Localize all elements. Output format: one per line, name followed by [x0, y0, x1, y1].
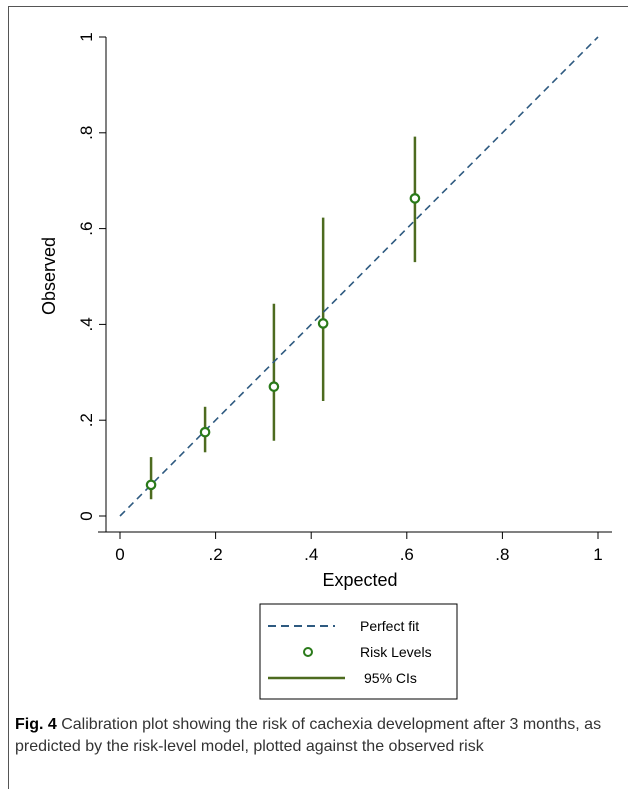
- plot-axes: 0 .2 .4 .6 .8 1 0 .2 .4 .6 .8 1: [77, 32, 612, 564]
- risk-level-point: [145, 479, 157, 491]
- x-tick-label: 0: [115, 545, 124, 564]
- x-tick-label: .8: [495, 545, 509, 564]
- figure-caption: Fig. 4 Calibration plot showing the risk…: [15, 714, 615, 758]
- x-tick-label: 1: [593, 545, 602, 564]
- y-tick-label: 1: [77, 32, 96, 41]
- y-tick-label: .6: [77, 222, 96, 236]
- perfect-fit-line: [119, 36, 599, 517]
- x-axis-title: Expected: [322, 570, 397, 590]
- y-tick-label: .2: [77, 413, 96, 427]
- x-tick-label: .2: [209, 545, 223, 564]
- figure-caption-text: Calibration plot showing the risk of cac…: [15, 716, 602, 755]
- risk-level-point: [409, 193, 421, 204]
- legend: Perfect fit Risk Levels 95% CIs: [259, 603, 458, 700]
- y-tick-label: .8: [77, 126, 96, 140]
- legend-swatch-risk-levels: [303, 647, 313, 657]
- legend-label-risk-levels: Risk Levels: [360, 644, 432, 660]
- legend-label-perfect-fit: Perfect fit: [360, 618, 419, 634]
- risk-level-point: [317, 318, 329, 329]
- x-tick-label: .6: [400, 545, 414, 564]
- figure-label: Fig. 4: [15, 716, 57, 733]
- x-tick-label: .4: [304, 545, 318, 564]
- calibration-chart: 0 .2 .4 .6 .8 1 0 .2 .4 .6 .8 1 Expected Observed P…: [39, 32, 612, 700]
- legend-box: [259, 603, 458, 700]
- risk-level-point: [199, 426, 211, 438]
- figure-frame: [8, 6, 628, 789]
- perfect-fit-layer: [119, 36, 599, 517]
- y-tick-label: .4: [77, 317, 96, 331]
- legend-label-ci: 95% CIs: [364, 670, 417, 686]
- y-tick-label: 0: [77, 511, 96, 520]
- risk-level-point: [268, 381, 280, 392]
- y-axis-title: Observed: [39, 237, 59, 315]
- risk-level-points: [145, 193, 421, 491]
